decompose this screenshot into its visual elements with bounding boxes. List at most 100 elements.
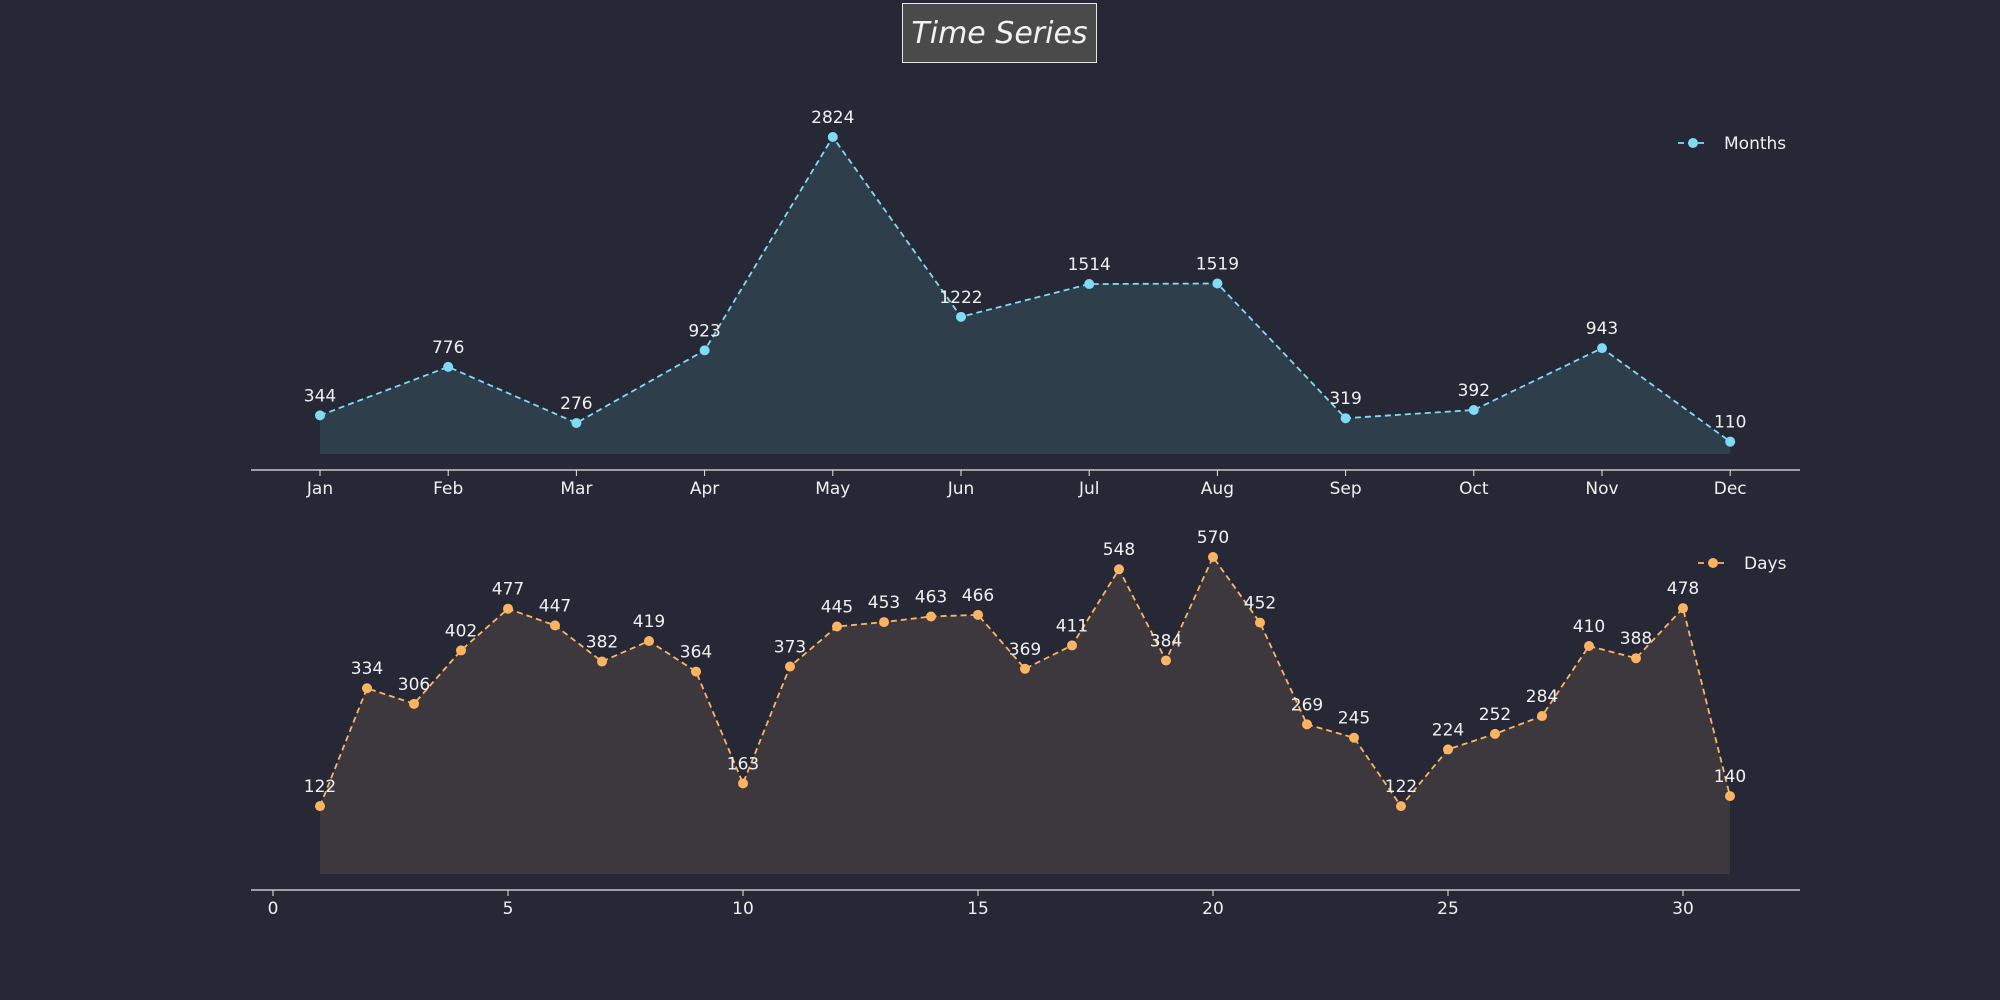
days-point [832, 621, 842, 632]
days-area [320, 557, 1730, 874]
months-point [571, 418, 582, 429]
days-point [1725, 791, 1735, 802]
days-data-label: 410 [1573, 617, 1605, 637]
months-point [956, 311, 966, 322]
months-x-tick-label: Jan [306, 479, 333, 499]
months-x-tick-label: Mar [560, 479, 592, 499]
days-data-label: 245 [1338, 709, 1370, 729]
days-point [409, 698, 419, 709]
months-point [315, 410, 325, 421]
days-x-tick-label: 20 [1202, 899, 1224, 919]
months-data-label: 943 [1586, 319, 1618, 339]
days-point [1208, 552, 1218, 562]
days-data-label: 478 [1667, 579, 1699, 599]
months-x-tick-label: Jun [947, 479, 975, 499]
days-data-label: 140 [1714, 767, 1746, 787]
days-point [785, 661, 795, 672]
months-data-label: 923 [688, 321, 720, 341]
days-x-tick-label: 10 [732, 899, 754, 919]
days-point [362, 683, 372, 694]
months-point [827, 132, 838, 142]
months-x-tick-label: Dec [1714, 479, 1747, 499]
days-data-label: 122 [304, 777, 336, 797]
months-data-label: 392 [1458, 381, 1490, 401]
days-data-label: 364 [680, 643, 712, 663]
days-data-label: 411 [1056, 616, 1088, 636]
days-data-label: 224 [1432, 720, 1464, 740]
days-data-label: 382 [586, 633, 618, 653]
days-point [1443, 744, 1453, 755]
days-point [1349, 732, 1359, 743]
days-data-label: 419 [633, 612, 665, 632]
days-x-tick-label: 0 [268, 899, 279, 919]
days-point [1537, 711, 1547, 722]
days-point [1631, 653, 1641, 664]
months-data-label: 776 [432, 338, 464, 358]
days-x-tick-label: 25 [1437, 899, 1459, 919]
days-data-label: 466 [962, 586, 994, 606]
months-line [319, 135, 1731, 443]
days-data-label: 452 [1244, 594, 1276, 614]
days-point [644, 635, 654, 646]
days-point [1302, 719, 1312, 730]
days-data-label: 447 [539, 596, 571, 616]
days-point [1490, 728, 1500, 739]
months-panel: 344 776 276 923 2824 1222 1514 1519 319 392 943 110… [251, 108, 1800, 499]
months-x-tick-label: Aug [1201, 479, 1234, 499]
months-point [1597, 343, 1607, 354]
days-point [879, 617, 889, 628]
days-data-label: 570 [1197, 528, 1229, 548]
days-data-label: 384 [1150, 631, 1182, 651]
days-data-label: 388 [1620, 629, 1652, 649]
months-data-label: 110 [1714, 413, 1746, 433]
days-point [1396, 801, 1406, 812]
days-legend-marker [1708, 558, 1718, 568]
days-point [1678, 603, 1688, 614]
days-point [550, 620, 560, 631]
months-point [1725, 436, 1736, 447]
days-point [1114, 564, 1124, 575]
months-legend-label: Months [1724, 134, 1786, 154]
days-data-label: 402 [445, 621, 477, 641]
days-point [1161, 655, 1171, 666]
days-data-label: 284 [1526, 687, 1558, 707]
months-x-tick-label: Feb [433, 479, 463, 499]
days-legend-label: Days [1744, 554, 1787, 574]
days-panel: 122 334 306 402 477 447 382 419 364 163 373 445 453 4… [251, 528, 1800, 919]
months-point [443, 361, 454, 372]
days-data-label: 548 [1103, 540, 1135, 560]
days-data-label: 445 [821, 598, 853, 618]
days-data-label: 122 [1385, 777, 1417, 797]
days-data-label: 369 [1009, 640, 1041, 660]
days-data-label: 453 [868, 593, 900, 613]
days-data-label: 463 [915, 588, 947, 608]
days-point [691, 666, 701, 677]
months-data-label: 1514 [1068, 255, 1111, 275]
days-x-tick-label: 15 [967, 899, 989, 919]
days-point [1067, 640, 1077, 651]
months-x-tick-label: Sep [1330, 479, 1362, 499]
days-point [738, 778, 748, 789]
days-data-label: 252 [1479, 705, 1511, 725]
months-x-tick-label: Nov [1585, 479, 1618, 499]
months-x-tick-label: May [815, 479, 850, 499]
days-point [503, 603, 513, 614]
days-x-tick-label: 5 [503, 899, 514, 919]
days-point [1020, 663, 1030, 674]
days-data-label: 477 [492, 580, 524, 600]
days-data-label: 269 [1291, 695, 1323, 715]
months-data-label: 319 [1329, 389, 1361, 409]
months-point [1340, 413, 1351, 424]
days-data-label: 334 [351, 659, 383, 679]
chart-title: Time Series [902, 3, 1097, 63]
months-data-label: 1519 [1196, 254, 1239, 274]
months-legend: Months [1678, 134, 1786, 154]
days-point [973, 609, 983, 620]
days-point [597, 656, 607, 667]
months-data-label: 1222 [939, 288, 982, 308]
months-point [699, 345, 710, 356]
months-data-label: 344 [304, 386, 336, 406]
months-x-tick-label: Jul [1078, 479, 1100, 499]
